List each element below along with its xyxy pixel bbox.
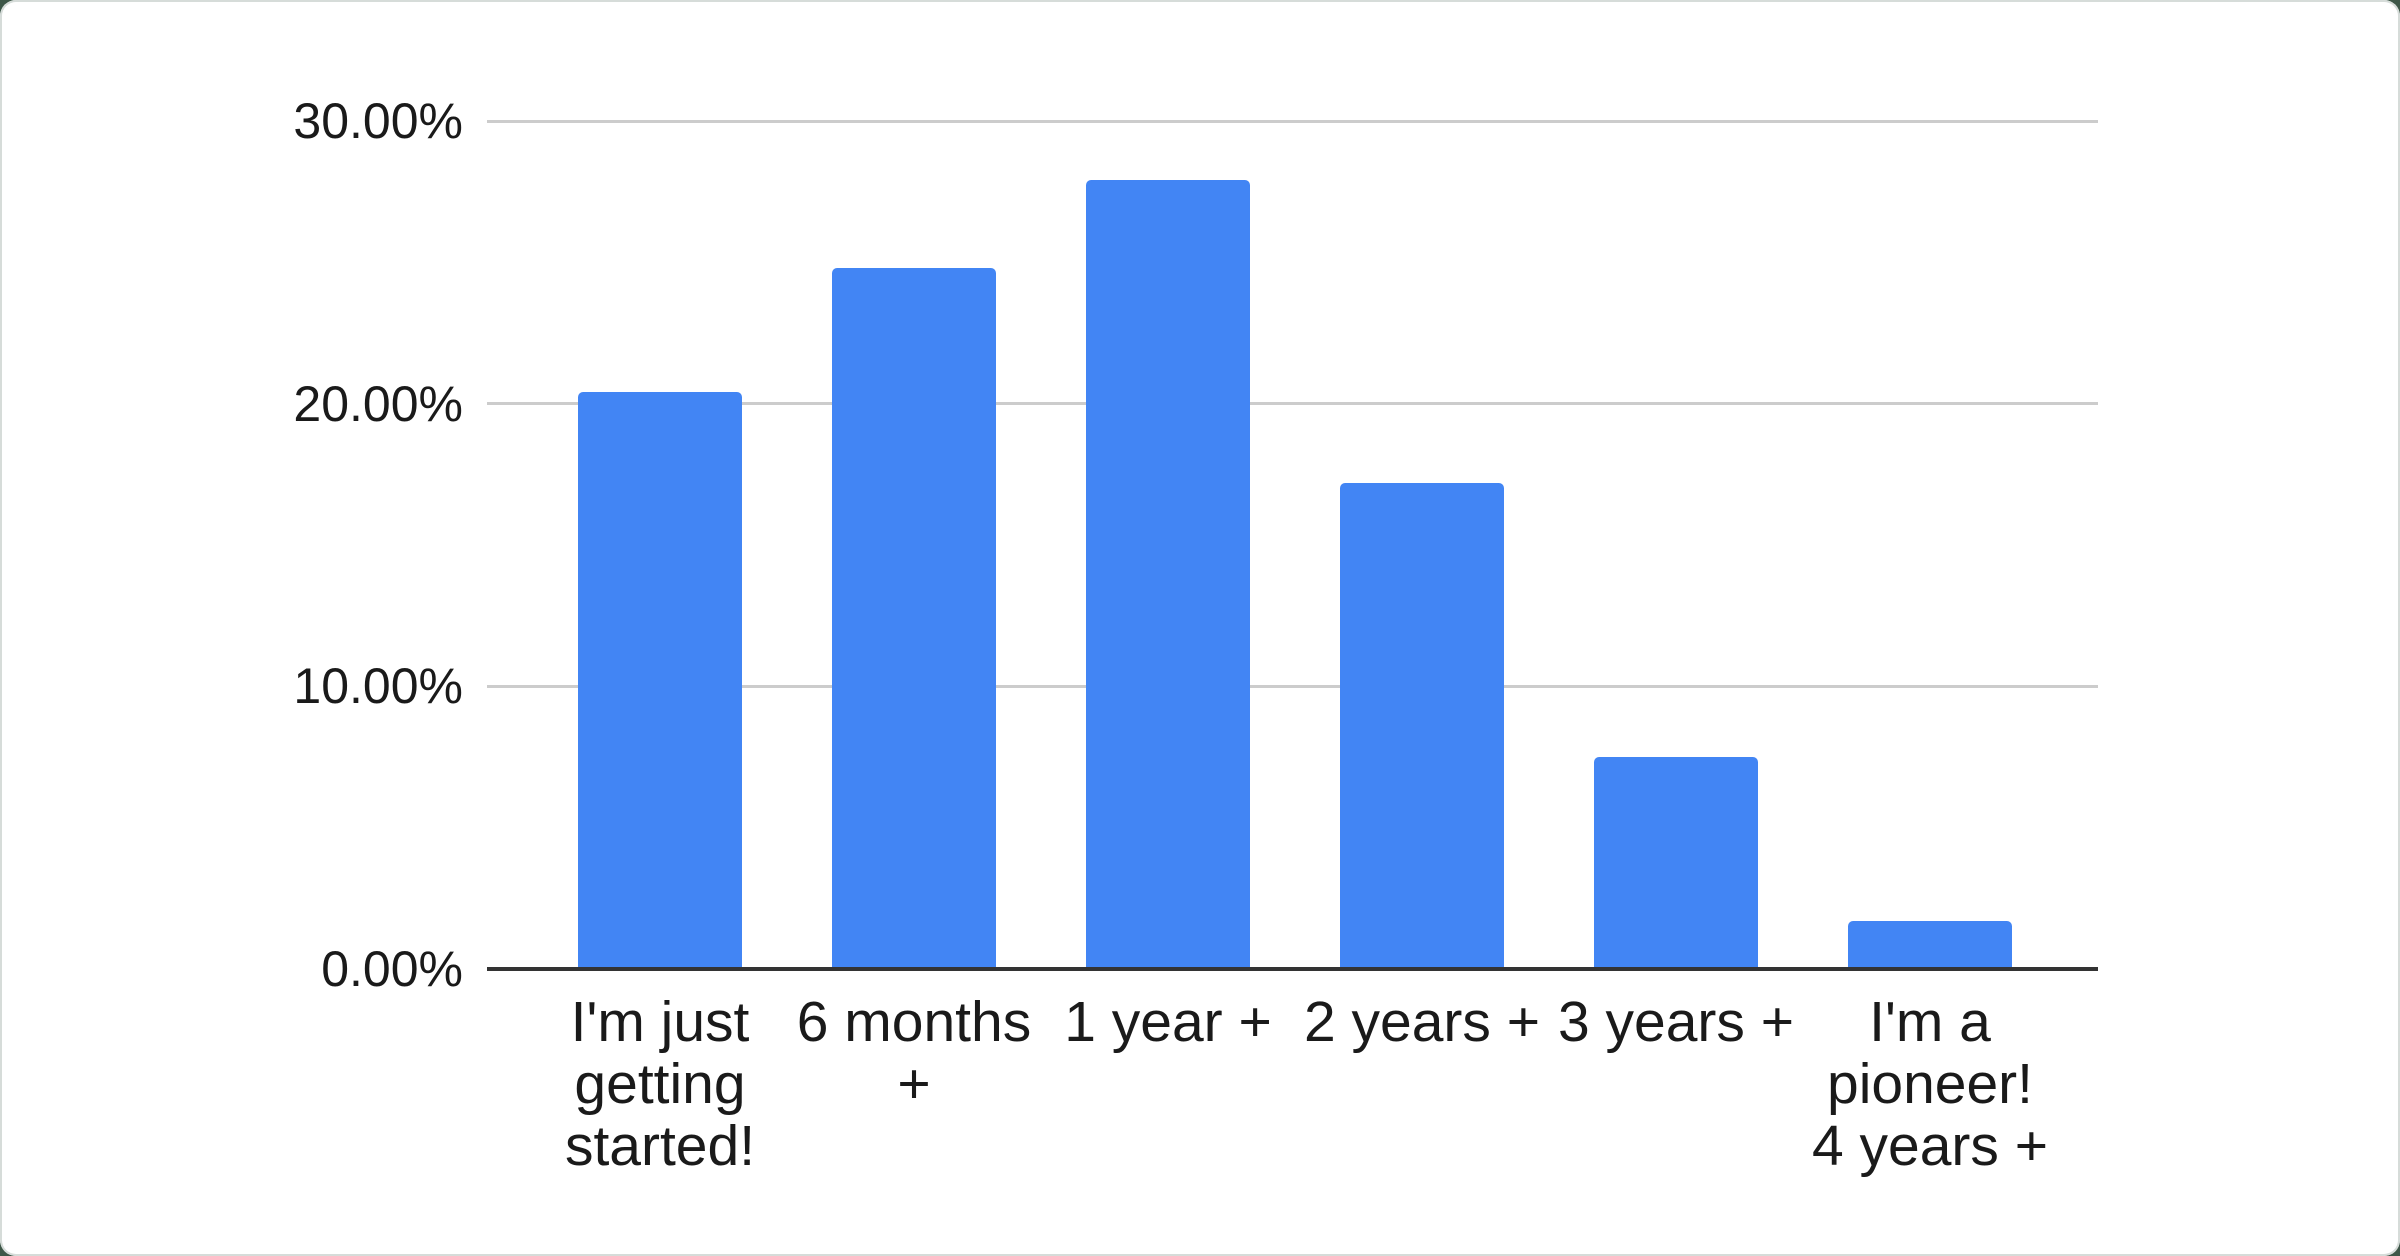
bar-slot	[1803, 121, 2057, 969]
y-tick-label: 30.00%	[293, 93, 463, 149]
bars-container	[533, 121, 2057, 969]
x-axis-labels: I'm just getting started! 6 months + 1 yea…	[533, 969, 2057, 1177]
bar-slot	[1295, 121, 1549, 969]
x-slot: I'm just getting started!	[533, 991, 787, 1177]
plot-area	[487, 119, 2098, 971]
x-tick-label: I'm just getting started!	[564, 990, 756, 1178]
x-slot: 3 years +	[1549, 991, 1803, 1177]
x-axis-line	[487, 967, 2098, 971]
x-tick-label: 6 months +	[796, 990, 1032, 1116]
x-slot: 1 year +	[1041, 991, 1295, 1177]
bar	[578, 392, 742, 969]
gridline	[487, 402, 2098, 406]
bar	[832, 268, 996, 969]
bar-slot	[787, 121, 1041, 969]
y-tick-label: 20.00%	[293, 375, 463, 432]
gridline	[487, 119, 2098, 123]
x-slot: 2 years +	[1295, 991, 1549, 1177]
y-tick-label: 0.00%	[321, 941, 463, 997]
bar-slot	[1041, 121, 1295, 969]
x-slot: I'm a pioneer! 4 years +	[1803, 991, 2057, 1177]
bar-slot	[533, 121, 787, 969]
x-tick-label: I'm a pioneer! 4 years +	[1811, 990, 2049, 1178]
x-tick-label: 3 years +	[1557, 990, 1795, 1054]
y-axis-labels: 30.00% 20.00% 10.00% 0.00%	[0, 96, 463, 994]
bar-slot	[1549, 121, 1803, 969]
gridline	[487, 684, 2098, 688]
x-tick-label: 2 years +	[1303, 990, 1541, 1054]
bar	[1594, 757, 1758, 969]
bar	[1340, 482, 1504, 969]
x-tick-label: 1 year +	[1064, 990, 1272, 1054]
x-slot: 6 months +	[787, 991, 1041, 1177]
bar	[1848, 920, 2012, 969]
bar	[1086, 180, 1250, 969]
y-tick-label: 10.00%	[293, 658, 463, 715]
